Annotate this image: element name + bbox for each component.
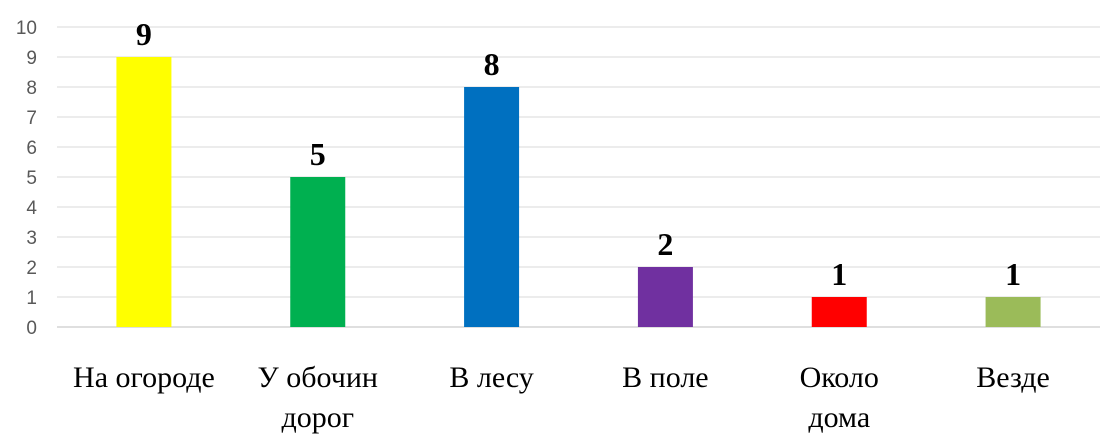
data-label: 8 [484, 46, 500, 82]
y-tick-label: 4 [26, 198, 37, 219]
bar [637, 267, 693, 327]
bar [464, 87, 520, 327]
x-tick-label: Около [800, 361, 879, 394]
x-tick-label: В поле [622, 361, 708, 394]
bar [811, 297, 867, 327]
y-tick-label: 0 [26, 318, 37, 339]
y-tick-label: 6 [26, 138, 37, 159]
bar [290, 177, 346, 327]
bar [985, 297, 1041, 327]
data-label: 9 [136, 16, 152, 52]
y-tick-label: 10 [16, 18, 37, 39]
x-tick-label: У обочин [258, 361, 378, 394]
y-tick-label: 1 [26, 288, 37, 309]
x-tick-label: Везде [976, 361, 1050, 394]
y-tick-label: 5 [26, 168, 37, 189]
data-label: 5 [310, 136, 326, 172]
y-tick-label: 2 [26, 258, 37, 279]
data-label: 1 [831, 256, 847, 292]
y-tick-label: 9 [26, 48, 37, 69]
bar [116, 57, 172, 327]
y-tick-label: 8 [26, 78, 37, 99]
data-label: 2 [657, 226, 673, 262]
x-tick-label: На огороде [73, 361, 215, 394]
y-tick-label: 7 [26, 108, 37, 129]
x-tick-label: В лесу [449, 361, 533, 394]
y-tick-label: 3 [26, 228, 37, 249]
data-label: 1 [1005, 256, 1021, 292]
x-tick-label: дорог [281, 401, 354, 434]
x-tick-label: дома [808, 401, 870, 434]
